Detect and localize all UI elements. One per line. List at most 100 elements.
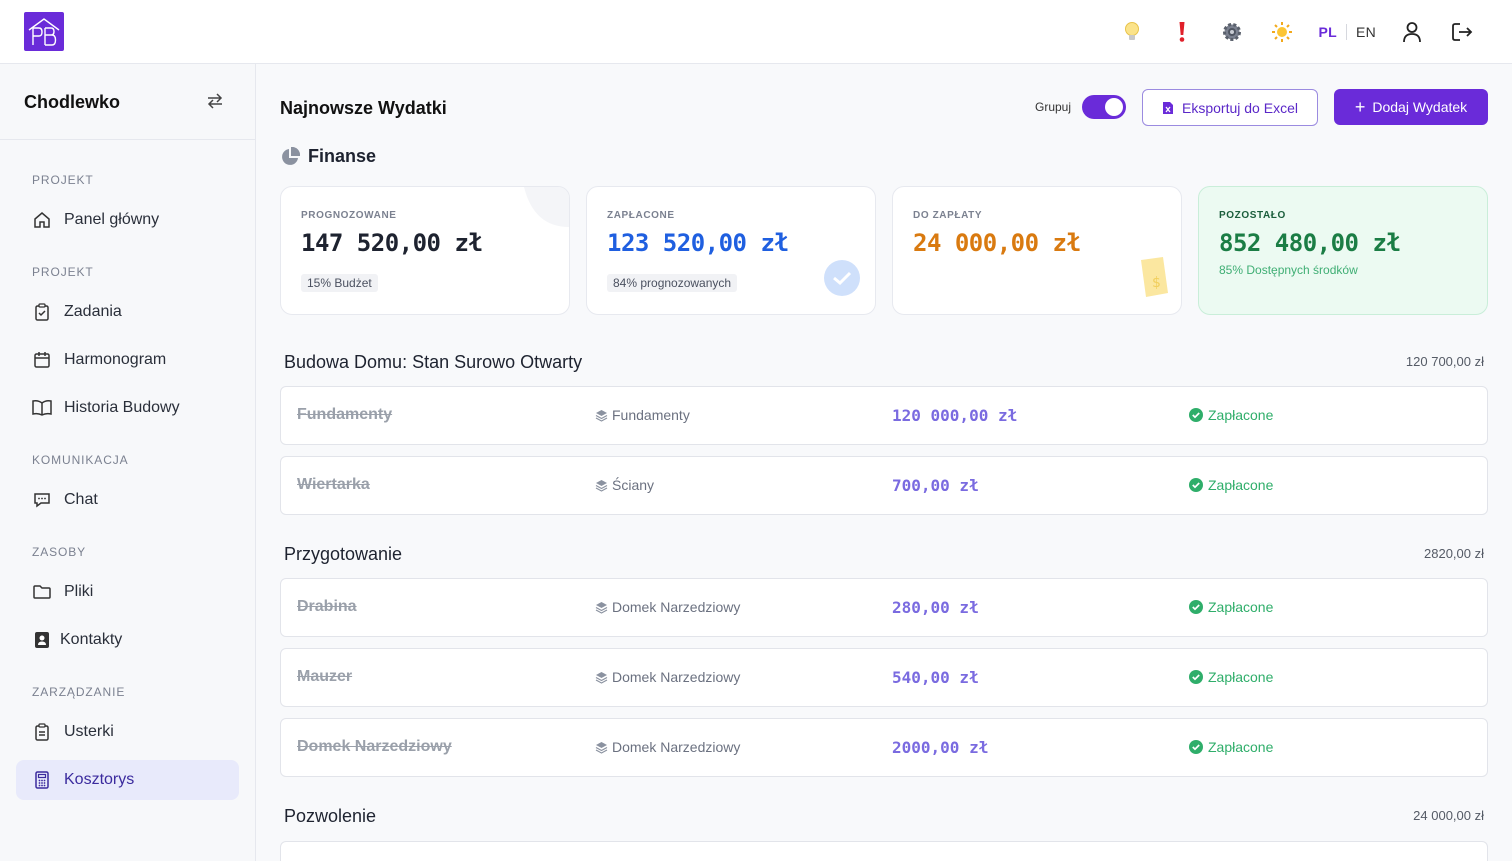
calculator-icon bbox=[32, 770, 52, 790]
card-remaining: POZOSTAŁO 852 480,00 zł 85% Dostępnych ś… bbox=[1198, 186, 1488, 315]
expense-name: Mauzer bbox=[297, 668, 353, 685]
switch-project-icon[interactable] bbox=[205, 91, 225, 111]
sidebar-item-files[interactable]: Pliki bbox=[16, 572, 239, 612]
sidebar-item-estimate[interactable]: Kosztorys bbox=[16, 760, 239, 800]
expense-category-label: Ściany bbox=[612, 477, 655, 493]
check-circle-icon bbox=[824, 260, 860, 296]
decorative-shape-icon bbox=[524, 187, 569, 227]
sidebar-item-label: Historia Budowy bbox=[64, 399, 180, 416]
card-label: DO ZAPŁATY bbox=[913, 210, 983, 221]
expense-status-label: Zapłacone bbox=[1208, 669, 1274, 685]
card-forecast: PROGNOZOWANE 147 520,00 zł 15% Budżet bbox=[280, 186, 570, 315]
logout-icon[interactable] bbox=[1448, 18, 1476, 46]
sidebar-item-label: Pliki bbox=[64, 583, 94, 600]
sidebar-item-label: Panel główny bbox=[64, 211, 160, 228]
sidebar: Chodlewko PROJEKT Panel główny PROJEKT Z… bbox=[0, 64, 256, 861]
check-circle-icon bbox=[1189, 478, 1203, 492]
card-value: 123 520,00 zł bbox=[607, 229, 789, 257]
section-label-resources: ZASOBY bbox=[32, 545, 87, 559]
section-label-project: PROJEKT bbox=[32, 173, 94, 187]
expense-category-label: Fundamenty bbox=[612, 407, 690, 423]
sidebar-item-contacts[interactable]: Kontakty bbox=[16, 620, 239, 660]
group-total: 120 700,00 zł bbox=[1405, 354, 1484, 369]
group-total: 24 000,00 zł bbox=[1413, 808, 1484, 823]
expense-status-label: Zapłacone bbox=[1208, 477, 1274, 493]
lang-pl-link[interactable]: PL bbox=[1318, 24, 1337, 40]
export-excel-label: Eksportuj do Excel bbox=[1182, 99, 1298, 116]
user-icon[interactable] bbox=[1398, 18, 1426, 46]
group-title: Budowa Domu: Stan Surowo Otwarty bbox=[284, 352, 583, 372]
expense-name: Wiertarka bbox=[297, 476, 370, 493]
card-label: POZOSTAŁO bbox=[1219, 210, 1286, 221]
expense-name: Fundamenty bbox=[297, 406, 393, 423]
top-bar: PL EN bbox=[0, 0, 1512, 64]
sidebar-item-label: Kontakty bbox=[60, 631, 123, 648]
sidebar-item-label: Usterki bbox=[64, 723, 114, 740]
group-title: Przygotowanie bbox=[284, 544, 403, 564]
group-toggle[interactable] bbox=[1082, 95, 1126, 119]
sidebar-item-tasks[interactable]: Zadania bbox=[16, 292, 239, 332]
clipboard-list-icon bbox=[32, 722, 52, 742]
lightbulb-icon[interactable] bbox=[1118, 18, 1146, 46]
expense-category-label: Domek Narzedziowy bbox=[612, 599, 741, 615]
layers-icon bbox=[595, 409, 608, 422]
sun-icon[interactable] bbox=[1268, 18, 1296, 46]
group-toggle-label: Grupuj bbox=[1035, 100, 1072, 114]
group-total: 2820,00 zł bbox=[1424, 546, 1484, 561]
check-circle-icon bbox=[1189, 600, 1203, 614]
finance-heading: Finanse bbox=[280, 146, 376, 167]
project-name: Chodlewko bbox=[24, 92, 121, 112]
expense-amount: 2000,00 zł bbox=[892, 738, 989, 757]
check-circle-icon bbox=[1189, 408, 1203, 422]
expense-status: Zapłacone bbox=[1189, 407, 1273, 423]
gear-icon[interactable] bbox=[1218, 18, 1246, 46]
card-due: DO ZAPŁATY 24 000,00 zł $ bbox=[892, 186, 1182, 315]
sidebar-item-label: Kosztorys bbox=[64, 771, 135, 788]
card-label: PROGNOZOWANE bbox=[301, 210, 397, 221]
section-label-project-2: PROJEKT bbox=[32, 265, 94, 279]
add-expense-label: Dodaj Wydatek bbox=[1372, 99, 1468, 115]
sidebar-item-label: Chat bbox=[64, 491, 98, 508]
calendar-icon bbox=[32, 350, 52, 370]
alert-icon[interactable] bbox=[1168, 18, 1196, 46]
pie-chart-icon bbox=[282, 146, 300, 165]
svg-text:$: $ bbox=[1152, 275, 1161, 291]
sidebar-item-chat[interactable]: Chat bbox=[16, 480, 239, 520]
expense-category: Domek Narzedziowy bbox=[595, 599, 740, 615]
expense-row[interactable]: Mauzer Domek Narzedziowy 540,00 zł Zapła… bbox=[280, 648, 1488, 707]
card-note: 85% Dostępnych środków bbox=[1219, 263, 1358, 277]
sidebar-item-defects[interactable]: Usterki bbox=[16, 712, 239, 752]
layers-icon bbox=[595, 479, 608, 492]
card-label: ZAPŁACONE bbox=[607, 210, 675, 221]
plus-icon: + bbox=[1354, 97, 1366, 117]
expense-row[interactable]: Wiertarka Ściany 700,00 zł Zapłacone bbox=[280, 456, 1488, 515]
expense-status-label: Zapłacone bbox=[1208, 739, 1274, 755]
export-excel-button[interactable]: Eksportuj do Excel bbox=[1142, 89, 1318, 126]
lang-en-link[interactable]: EN bbox=[1355, 24, 1376, 40]
card-value: 852 480,00 zł bbox=[1219, 229, 1401, 257]
expense-amount: 280,00 zł bbox=[892, 598, 979, 617]
expense-amount: 700,00 zł bbox=[892, 476, 979, 495]
house-logo-icon bbox=[28, 17, 60, 46]
sidebar-item-schedule[interactable]: Harmonogram bbox=[16, 340, 239, 380]
expense-name: Drabina bbox=[297, 598, 357, 615]
add-expense-button[interactable]: + Dodaj Wydatek bbox=[1334, 89, 1488, 125]
expense-amount: 540,00 zł bbox=[892, 668, 979, 687]
layers-icon bbox=[595, 741, 608, 754]
sidebar-item-history[interactable]: Historia Budowy bbox=[16, 388, 239, 428]
expense-status: Zapłacone bbox=[1189, 477, 1273, 493]
group-title: Pozwolenie bbox=[284, 806, 377, 826]
expense-row[interactable]: Domek Narzedziowy Domek Narzedziowy 2000… bbox=[280, 718, 1488, 777]
expense-row[interactable]: Drabina Domek Narzedziowy 280,00 zł Zapł… bbox=[280, 578, 1488, 637]
chat-icon bbox=[32, 490, 52, 510]
finance-title: Finanse bbox=[308, 146, 377, 166]
expense-row[interactable] bbox=[280, 841, 1488, 861]
layers-icon bbox=[595, 601, 608, 614]
expense-category: Domek Narzedziowy bbox=[595, 739, 740, 755]
logo[interactable] bbox=[24, 12, 64, 51]
layers-icon bbox=[595, 671, 608, 684]
section-label-management: ZARZĄDZANIE bbox=[32, 685, 126, 699]
sidebar-item-dashboard[interactable]: Panel główny bbox=[16, 200, 239, 240]
card-value: 147 520,00 zł bbox=[301, 229, 483, 257]
expense-row[interactable]: Fundamenty Fundamenty 120 000,00 zł Zapł… bbox=[280, 386, 1488, 445]
